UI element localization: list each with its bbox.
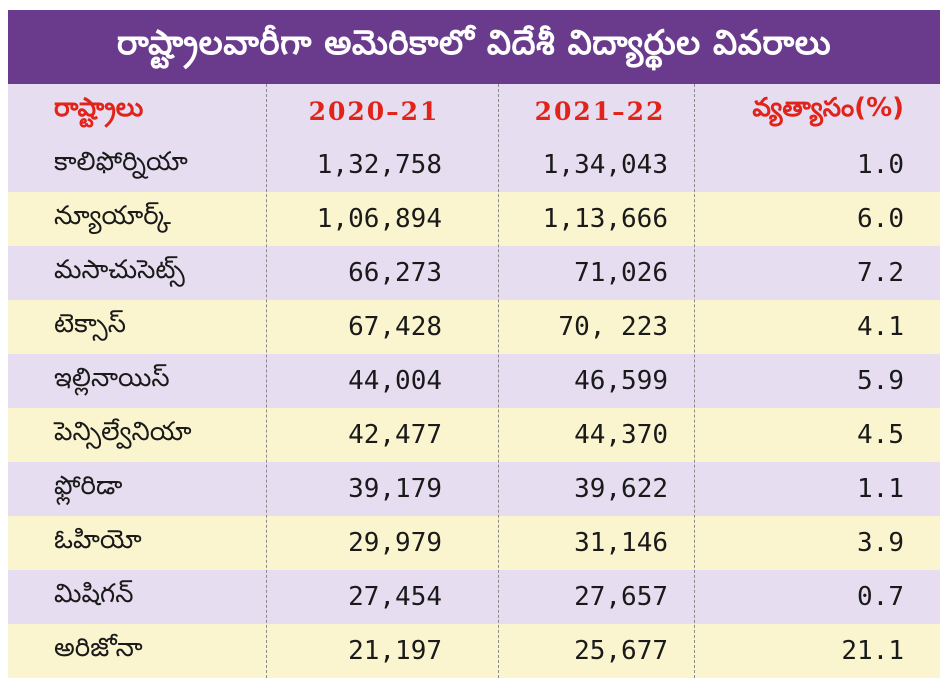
row-2020-21-cell: 29,979 xyxy=(348,528,442,558)
row-change-percent-cell: 3.9 xyxy=(857,528,904,558)
table-row: న్యూయార్క్ 1,06,894 1,13,666 6.0 xyxy=(8,192,940,246)
row-state-cell: మిషిగన్ xyxy=(54,579,134,609)
row-change-percent-cell: 5.9 xyxy=(857,366,904,396)
header-2020-21: 2020–21 xyxy=(308,96,440,126)
row-2021-22-cell: 27,657 xyxy=(574,582,668,612)
row-2020-21-cell: 67,428 xyxy=(348,312,442,342)
header-state: రాష్ట్రాలు xyxy=(54,93,144,123)
row-change-percent-cell: 4.1 xyxy=(857,312,904,342)
row-2020-21-cell: 39,179 xyxy=(348,474,442,504)
table-row: ఫ్లోరిడా 39,179 39,622 1.1 xyxy=(8,462,940,516)
table-row: మిషిగన్ 27,454 27,657 0.7 xyxy=(8,570,940,624)
row-2021-22-cell: 39,622 xyxy=(574,474,668,504)
table-row: పెన్సిల్వేనియా 42,477 44,370 4.5 xyxy=(8,408,940,462)
table-row: కాలిఫోర్నియా 1,32,758 1,34,043 1.0 xyxy=(8,138,940,192)
row-change-percent-cell: 6.0 xyxy=(857,204,904,234)
row-2020-21-cell: 42,477 xyxy=(348,420,442,450)
row-2020-21-cell: 1,32,758 xyxy=(316,150,442,180)
table-graphic: రాష్ట్రాలవారీగా అమెరికాలో విదేశీ విద్యార… xyxy=(8,10,940,678)
row-2021-22-cell: 1,34,043 xyxy=(542,150,668,180)
table-row: టెక్సాస్ 67,428 70, 223 4.1 xyxy=(8,300,940,354)
row-2020-21-cell: 44,004 xyxy=(348,366,442,396)
column-divider xyxy=(498,84,499,678)
row-2021-22-cell: 44,370 xyxy=(574,420,668,450)
table-row: మసాచుసెట్స్ 66,273 71,026 7.2 xyxy=(8,246,940,300)
row-change-percent-cell: 7.2 xyxy=(857,258,904,288)
row-2021-22-cell: 46,599 xyxy=(574,366,668,396)
row-2021-22-cell: 31,146 xyxy=(574,528,668,558)
table-row: ఓహియో 29,979 31,146 3.9 xyxy=(8,516,940,570)
header-2021-22: 2021–22 xyxy=(534,96,666,126)
row-state-cell: కాలిఫోర్నియా xyxy=(54,147,188,177)
row-2021-22-cell: 70, 223 xyxy=(558,312,668,342)
column-divider xyxy=(694,84,695,678)
table-header-row: రాష్ట్రాలు 2020–21 2021–22 వ్యత్యాసం(%) xyxy=(8,84,940,138)
row-2021-22-cell: 1,13,666 xyxy=(542,204,668,234)
row-state-cell: మసాచుసెట్స్ xyxy=(54,255,185,285)
row-change-percent-cell: 1.0 xyxy=(857,150,904,180)
table-row: ఇల్లినాయిస్ 44,004 46,599 5.9 xyxy=(8,354,940,408)
row-2021-22-cell: 71,026 xyxy=(574,258,668,288)
row-state-cell: న్యూయార్క్ xyxy=(54,201,171,231)
row-change-percent-cell: 0.7 xyxy=(857,582,904,612)
row-change-percent-cell: 1.1 xyxy=(857,474,904,504)
header-change-percent: వ్యత్యాసం(%) xyxy=(752,93,904,123)
row-2020-21-cell: 1,06,894 xyxy=(316,204,442,234)
row-2020-21-cell: 21,197 xyxy=(348,636,442,666)
table-title: రాష్ట్రాలవారీగా అమెరికాలో విదేశీ విద్యార… xyxy=(8,10,940,84)
row-2021-22-cell: 25,677 xyxy=(574,636,668,666)
row-2020-21-cell: 27,454 xyxy=(348,582,442,612)
data-table: రాష్ట్రాలు 2020–21 2021–22 వ్యత్యాసం(%) … xyxy=(8,84,940,678)
row-change-percent-cell: 4.5 xyxy=(857,420,904,450)
row-state-cell: ఇల్లినాయిస్ xyxy=(54,363,170,393)
row-change-percent-cell: 21.1 xyxy=(841,636,904,666)
table-row: అరిజోనా 21,197 25,677 21.1 xyxy=(8,624,940,678)
row-state-cell: ఫ్లోరిడా xyxy=(54,471,123,501)
row-state-cell: టెక్సాస్ xyxy=(54,309,126,339)
row-state-cell: అరిజోనా xyxy=(54,633,143,663)
row-state-cell: పెన్సిల్వేనియా xyxy=(54,417,192,447)
row-state-cell: ఓహియో xyxy=(54,525,142,555)
row-2020-21-cell: 66,273 xyxy=(348,258,442,288)
column-divider xyxy=(266,84,267,678)
